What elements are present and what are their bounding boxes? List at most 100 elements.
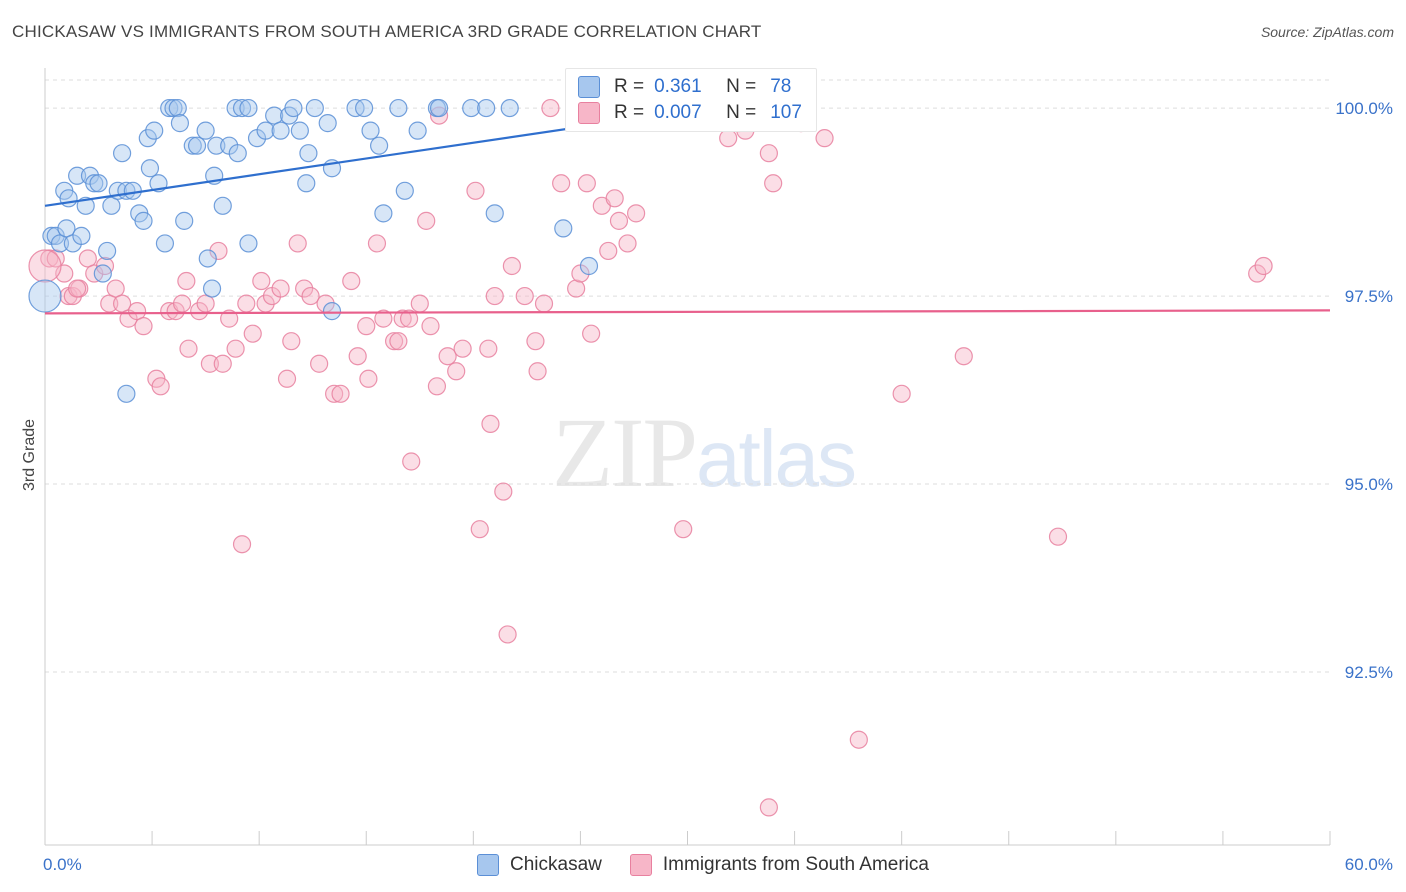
legend-label-immigrants: Immigrants from South America <box>662 854 929 875</box>
point-chickasaw <box>175 211 194 230</box>
point-immigrants <box>220 309 239 328</box>
source-label: Source: ZipAtlas.com <box>1260 24 1394 40</box>
point-chickasaw <box>256 121 275 140</box>
point-chickasaw <box>102 196 121 215</box>
point-chickasaw <box>196 121 215 140</box>
point-immigrants <box>626 204 646 223</box>
point-immigrants <box>1254 256 1273 276</box>
point-immigrants <box>481 414 500 434</box>
x-tick-label: 60.0% <box>1345 855 1393 874</box>
point-immigrants <box>393 309 412 328</box>
point-chickasaw <box>50 234 70 253</box>
point-chickasaw <box>112 144 132 163</box>
chart-title: CHICKASAW VS IMMIGRANTS FROM SOUTH AMERI… <box>12 22 762 41</box>
point-chickasaw <box>117 384 136 403</box>
legend-n-label: N = <box>726 102 757 123</box>
point-chickasaw <box>98 241 117 261</box>
legend-swatch-immigrants <box>578 102 600 124</box>
series-legend: Chickasaw Immigrants from South America <box>0 851 1406 879</box>
point-immigrants <box>237 294 256 313</box>
point-immigrants <box>301 286 320 306</box>
point-immigrants <box>438 347 457 366</box>
point-chickasaw <box>57 219 76 238</box>
point-immigrants <box>552 174 571 193</box>
legend-swatch-chickasaw <box>578 76 600 98</box>
point-immigrants <box>342 271 361 291</box>
point-chickasaw <box>164 98 183 118</box>
point-immigrants <box>528 362 547 381</box>
trend-lines <box>44 108 1331 315</box>
point-immigrants <box>95 256 115 276</box>
point-chickasaw <box>271 121 290 140</box>
point-immigrants <box>402 452 421 471</box>
point-immigrants <box>815 129 834 148</box>
point-chickasaw <box>290 121 309 140</box>
point-immigrants <box>226 339 245 358</box>
legend-n-value-immigrants: 107 <box>770 102 802 123</box>
point-immigrants <box>577 174 596 193</box>
point-immigrants <box>759 798 778 817</box>
point-chickasaw <box>134 211 153 230</box>
point-immigrants <box>127 302 147 321</box>
legend-n-value-chickasaw: 78 <box>770 76 792 97</box>
legend-r-label: R = <box>614 76 645 97</box>
point-immigrants <box>325 384 344 403</box>
point-immigrants <box>151 377 170 396</box>
point-chickasaw <box>318 114 337 133</box>
point-chickasaw <box>297 174 316 193</box>
point-chickasaw <box>183 136 202 155</box>
point-immigrants <box>282 332 301 351</box>
point-immigrants <box>954 347 973 366</box>
point-immigrants <box>470 520 489 539</box>
point-chickasaw <box>145 121 164 140</box>
point-immigrants <box>1048 527 1068 546</box>
point-immigrants <box>213 354 232 373</box>
point-chickasaw <box>305 98 324 118</box>
legend-item-chickasaw[interactable]: Chickasaw <box>477 854 602 876</box>
point-chickasaw <box>187 136 207 155</box>
series-immigrants-south-america <box>28 98 1273 817</box>
point-chickasaw <box>462 98 481 118</box>
point-immigrants <box>134 317 153 336</box>
point-immigrants <box>367 234 387 253</box>
point-chickasaw <box>226 98 245 118</box>
point-chickasaw <box>207 136 226 155</box>
point-immigrants <box>892 384 911 403</box>
point-immigrants <box>421 317 440 336</box>
point-immigrants <box>498 625 517 644</box>
point-chickasaw <box>213 196 232 215</box>
point-chickasaw <box>76 196 95 215</box>
point-chickasaw <box>72 226 91 246</box>
point-immigrants <box>348 347 367 366</box>
point-immigrants <box>674 520 693 539</box>
point-immigrants <box>209 241 228 261</box>
point-immigrants <box>534 294 554 313</box>
point-chickasaw <box>579 256 599 276</box>
x-tick-label: 0.0% <box>43 855 82 874</box>
point-chickasaw <box>239 234 258 253</box>
point-chickasaw <box>485 204 504 223</box>
point-chickasaw <box>202 279 222 298</box>
point-immigrants <box>232 535 252 554</box>
point-immigrants <box>605 189 624 208</box>
point-chickasaw <box>408 121 427 140</box>
y-tick-label: 92.5% <box>1345 663 1393 682</box>
point-immigrants <box>479 339 498 358</box>
point-immigrants <box>112 294 132 313</box>
point-immigrants <box>618 234 637 253</box>
point-immigrants <box>384 332 404 351</box>
point-immigrants <box>526 332 545 351</box>
point-immigrants <box>243 324 262 343</box>
point-immigrants <box>1248 264 1267 283</box>
point-chickasaw <box>265 106 284 125</box>
point-chickasaw <box>232 98 252 118</box>
point-immigrants <box>288 234 307 253</box>
grid-lines <box>45 79 1330 673</box>
point-immigrants <box>759 144 778 163</box>
point-immigrants <box>359 369 378 388</box>
point-immigrants <box>764 174 783 193</box>
legend-item-immigrants[interactable]: Immigrants from South America <box>629 854 929 876</box>
point-chickasaw <box>429 98 449 118</box>
point-immigrants <box>295 279 314 298</box>
